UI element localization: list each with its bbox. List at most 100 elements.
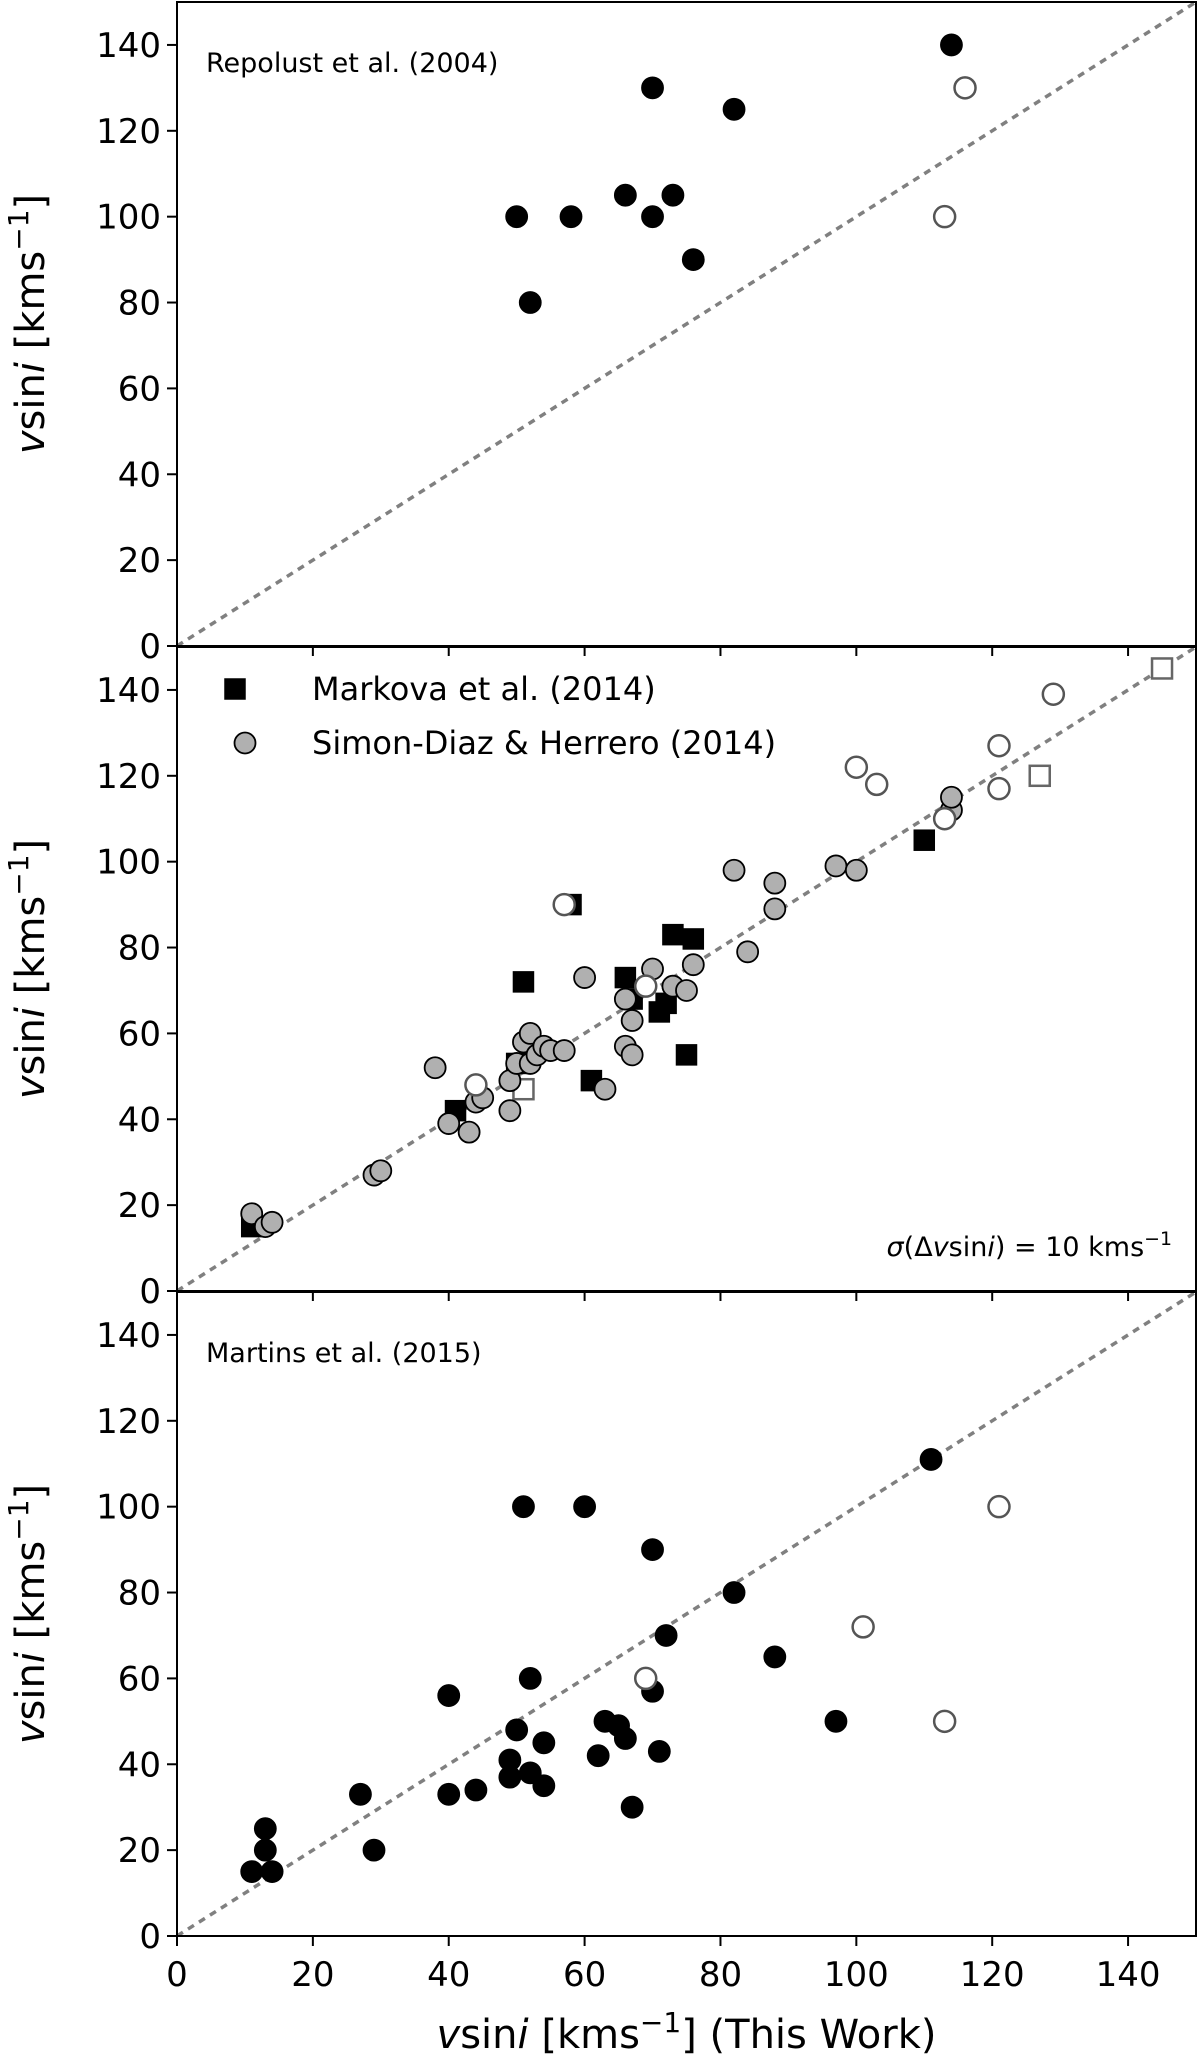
x-axis-label: vsini [kms−1] (This Work)	[437, 2006, 937, 2057]
legend: Markova et al. (2014) Simon-Diaz & Herrer…	[224, 670, 776, 762]
y-tick-label: 120	[96, 112, 161, 152]
y-axis-label: vsini [kms−1]	[2, 1484, 55, 1744]
data-point-circle	[932, 806, 957, 831]
data-point-circle	[987, 733, 1011, 758]
data-point-circle	[824, 1709, 848, 1733]
data-point-circle	[940, 33, 963, 57]
y-axis-label-part-5: ]	[8, 194, 54, 210]
data-point-circle	[512, 1495, 535, 1519]
x-axis-label-part-0: v	[437, 2012, 462, 2057]
data-point-circle	[464, 1778, 488, 1802]
x-axis-label-part-3: [kms	[529, 2012, 640, 2057]
data-point-circle	[932, 1709, 957, 1734]
data-point-circle	[552, 892, 576, 917]
x-axis-label-part-5: ] (This Work)	[681, 2012, 936, 2057]
data-point-circle	[681, 248, 705, 272]
data-point-square	[675, 1044, 698, 1066]
sigma-annotation-part-3: sin	[949, 1232, 988, 1263]
x-tick-label: 100	[824, 1955, 889, 1995]
sigma-annotation-part-4: i	[987, 1232, 995, 1263]
legend-label: Markova et al. (2014)	[312, 670, 656, 708]
y-tick-label: 0	[139, 1917, 161, 1957]
data-point-circle	[260, 1210, 284, 1234]
y-tick-label: 140	[96, 1316, 161, 1356]
data-point-circle	[532, 1774, 556, 1798]
data-point-square	[662, 923, 684, 946]
sigma-annotation-part-0: σ	[887, 1232, 905, 1263]
data-point-circle	[641, 205, 664, 229]
y-axis-label-part-2: i	[8, 1007, 54, 1018]
sigma-annotation: σ(Δvsini) = 10 kms−1	[887, 1228, 1172, 1263]
data-point-circle	[369, 1159, 393, 1183]
y-axis-label-part-2: i	[8, 1652, 54, 1663]
data-point-circle	[654, 1624, 678, 1647]
data-point-circle	[518, 1667, 542, 1690]
x-tick-label: 60	[563, 1955, 606, 1995]
y-tick-label: 60	[118, 1014, 161, 1054]
data-point-circle	[437, 1782, 461, 1806]
data-point-circle	[647, 1739, 671, 1763]
data-point-circle	[498, 1765, 522, 1789]
data-point-circle	[437, 1684, 461, 1707]
y-tick-label: 120	[96, 757, 161, 797]
series-1	[633, 1494, 1011, 1734]
data-point-circle	[681, 953, 705, 977]
y-axis-label-part-1: sin	[8, 1018, 54, 1075]
y-axis-label-part-0: v	[8, 1074, 54, 1099]
y-tick-label: 20	[118, 1186, 161, 1226]
y-axis-label-part-4: −1	[2, 854, 35, 895]
data-point-circle	[1041, 682, 1066, 706]
data-point-circle	[824, 854, 848, 878]
data-point-circle	[641, 76, 664, 100]
data-point-circle	[613, 987, 637, 1011]
series-2	[240, 785, 963, 1238]
data-point-circle	[620, 1043, 644, 1067]
y-axis-label-part-1: sin	[8, 1663, 54, 1720]
y-axis-label-part-5: ]	[8, 839, 54, 855]
y-tick-label: 140	[96, 26, 161, 66]
data-point-circle	[349, 1782, 372, 1806]
data-point-circle	[593, 1077, 617, 1101]
x-axis-label-part-4: −1	[640, 2006, 681, 2039]
x-tick-label: 80	[699, 1955, 742, 1995]
y-tick-label: 40	[118, 455, 161, 495]
y-tick-label: 80	[118, 1574, 161, 1614]
x-tick-label: 40	[427, 1955, 470, 1995]
data-point-circle	[253, 1838, 277, 1862]
data-point-square	[913, 829, 936, 851]
data-point-square	[512, 971, 535, 993]
series-1	[932, 76, 977, 229]
panel-repolust: 0 20 40 60 80 100 120 140 Repolust et al. (2004)…	[2, 1, 1197, 667]
data-point-circle	[573, 1495, 596, 1519]
y-tick-label: 0	[139, 627, 161, 667]
data-point-circle	[573, 966, 596, 989]
y-axis-label-part-3: [kms	[8, 1541, 54, 1652]
data-point-square	[1150, 657, 1174, 680]
data-point-circle	[919, 1448, 943, 1471]
series-0	[240, 1448, 943, 1883]
data-point-circle	[763, 897, 787, 921]
y-tick-label: 140	[96, 671, 161, 711]
y-axis-label-part-0: v	[8, 1719, 54, 1744]
data-point-circle	[613, 183, 637, 207]
data-point-circle	[620, 1009, 644, 1032]
data-point-square	[614, 966, 637, 989]
y-tick-label: 20	[118, 541, 161, 581]
data-point-circle	[423, 1056, 447, 1080]
y-tick-label: 0	[139, 1272, 161, 1312]
series-0	[240, 829, 936, 1238]
data-point-circle	[253, 1817, 277, 1841]
y-axis-label-part-0: v	[8, 429, 54, 454]
y-tick-label: 100	[96, 1488, 161, 1528]
data-point-circle	[722, 1581, 746, 1604]
data-point-circle	[613, 1727, 637, 1750]
data-point-circle	[987, 776, 1011, 801]
data-point-circle	[661, 183, 685, 207]
x-axis-label-part-1: sin	[460, 2012, 517, 2057]
y-axis-label-part-4: −1	[2, 209, 35, 250]
data-point-circle	[864, 772, 889, 797]
y-tick-label: 60	[118, 369, 161, 409]
data-point-circle	[940, 785, 963, 809]
panel-martins: 0 20 40 60 80 100 120 140 0 20 40 60 80 100 120 140 Mart…	[2, 1291, 1197, 2057]
data-point-circle	[532, 1731, 556, 1755]
